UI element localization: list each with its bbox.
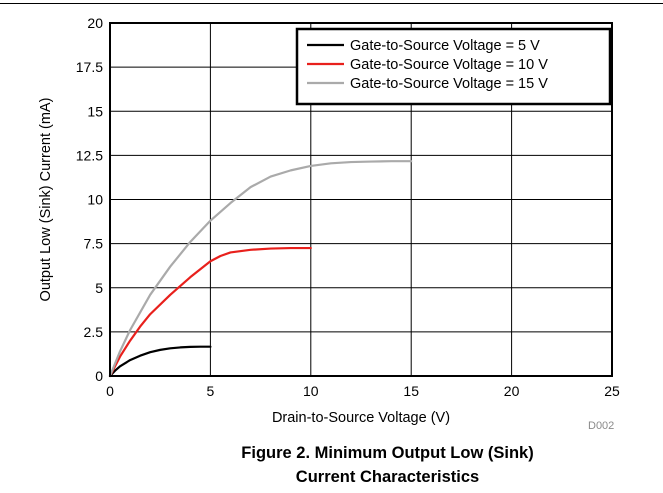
y-tick-label-0: 0	[95, 368, 103, 384]
y-tick-label-3: 7.5	[84, 236, 104, 252]
x-tick-label-2: 10	[303, 383, 319, 399]
y-tick-label-1: 2.5	[84, 324, 104, 340]
y-tick-label-6: 15	[87, 103, 103, 119]
series-lines	[108, 160, 413, 378]
figure-caption-line-2: Current Characteristics	[295, 468, 480, 486]
x-tick-label-0: 0	[106, 383, 114, 399]
plot-frame	[109, 22, 613, 377]
top-rule	[0, 3, 663, 4]
y-tick-label-4: 10	[87, 192, 103, 208]
x-tick-label-5: 25	[604, 383, 620, 399]
series-line-0	[108, 345, 212, 378]
y-tick-label-2: 5	[95, 280, 103, 296]
x-tick-label-4: 20	[504, 383, 520, 399]
x-tick-label-1: 5	[207, 383, 215, 399]
y-tick-label-7: 17.5	[76, 59, 103, 75]
figure-code: D002	[588, 420, 615, 432]
y-axis-label: Output Low (Sink) Current (mA)	[38, 98, 54, 302]
sink-current-chart: 0 5 10 15 20 25 0 2.5 5 7.5 10 12.5 15 17.5 20 Drain-to…	[38, 15, 620, 426]
series-line-1	[108, 246, 312, 378]
y-tick-label-8: 20	[87, 15, 103, 31]
legend-label-2: Gate-to-Source Voltage = 15 V	[350, 76, 548, 92]
y-tick-label-5: 12.5	[76, 147, 103, 163]
legend-label-1: Gate-to-Source Voltage = 10 V	[350, 57, 548, 73]
series-line-2	[108, 160, 413, 378]
x-axis-label: Drain-to-Source Voltage (V)	[272, 410, 450, 426]
figure-caption-line-1: Figure 2. Minimum Output Low (Sink)	[241, 444, 534, 462]
legend: Gate-to-Source Voltage = 5 V Gate-to-Sour…	[295, 27, 612, 106]
legend-label-0: Gate-to-Source Voltage = 5 V	[350, 38, 540, 54]
legend-box	[295, 27, 612, 106]
axes: 0 5 10 15 20 25 0 2.5 5 7.5 10 12.5 15 17.5 20 Drain-to…	[38, 15, 620, 426]
x-tick-label-3: 15	[403, 383, 419, 399]
